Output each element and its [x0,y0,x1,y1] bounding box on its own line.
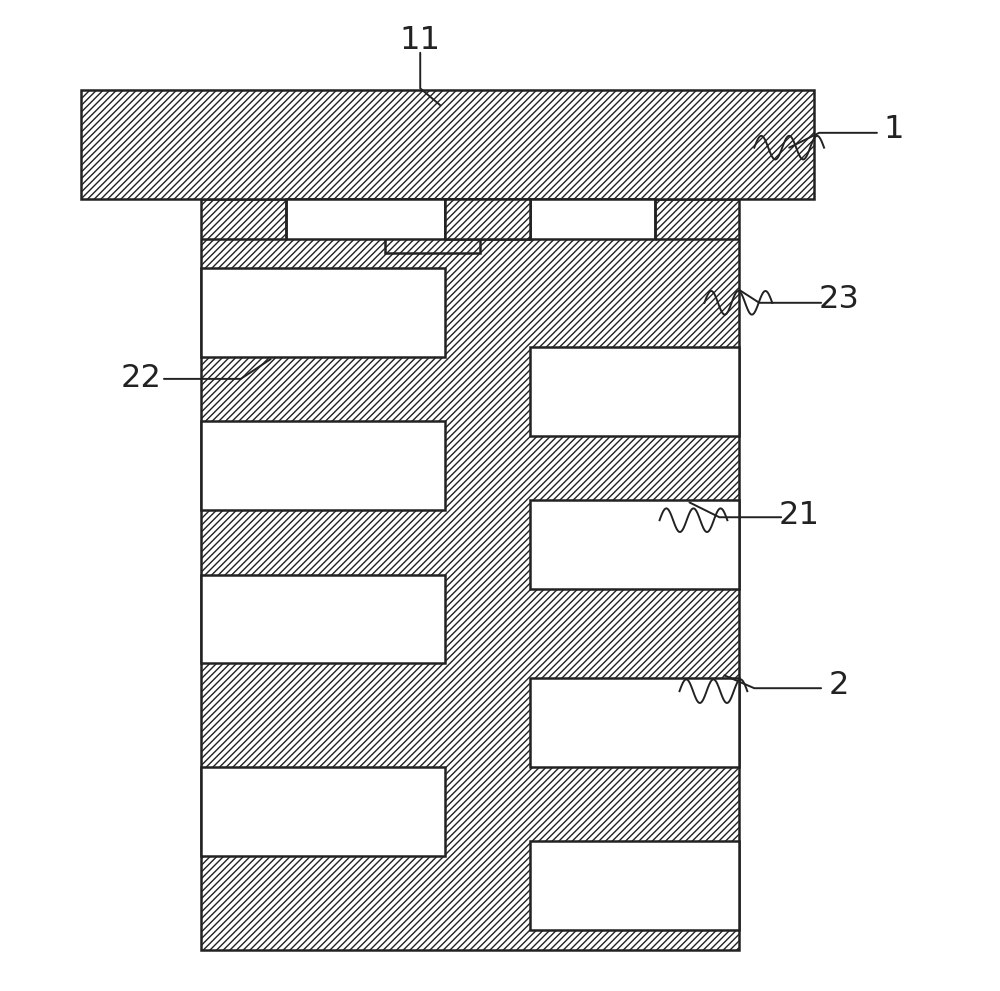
Text: 11: 11 [400,26,441,56]
Bar [201,421,445,510]
Text: 1: 1 [884,114,904,146]
Text: 2: 2 [829,670,849,701]
Text: 22: 22 [120,364,162,394]
Bar [445,199,530,239]
Bar [201,767,445,856]
Bar [530,841,739,931]
Text: 23: 23 [819,284,859,315]
Bar [530,678,739,767]
Bar [286,199,445,239]
Bar [530,500,739,590]
Bar [530,347,739,436]
Text: 21: 21 [779,499,820,531]
Bar [201,269,445,357]
Bar [530,199,655,239]
Bar [201,199,739,950]
Bar [81,90,814,199]
Bar [201,575,445,664]
Bar [385,199,480,254]
